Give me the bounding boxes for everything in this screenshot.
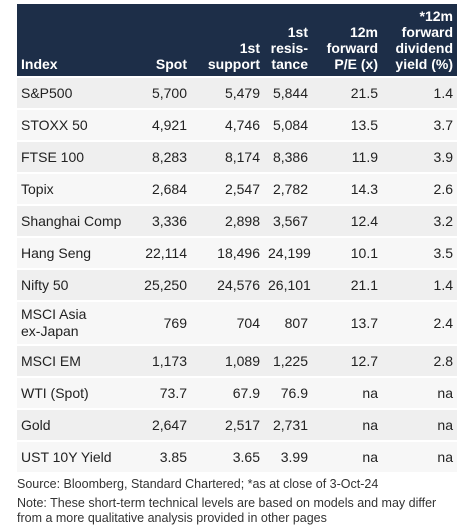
index-name: S&P500 xyxy=(17,76,139,109)
cell: 3.2 xyxy=(382,204,457,237)
cell: na xyxy=(312,376,382,409)
cell: 12.4 xyxy=(312,204,382,237)
cell: 3.85 xyxy=(139,440,191,472)
cell: 10.1 xyxy=(312,236,382,269)
cell: 2.8 xyxy=(382,344,457,377)
cell: 13.5 xyxy=(312,108,382,141)
table-row: Nifty 50 25,250 24,576 26,101 21.1 1.4 xyxy=(17,268,457,301)
header-row: Index Spot 1st support 1st resis- tance 12m … xyxy=(17,4,457,77)
cell: 3.99 xyxy=(264,440,312,472)
cell: 14.3 xyxy=(312,172,382,205)
cell: 704 xyxy=(191,300,264,345)
header-cell: Spot xyxy=(139,4,191,77)
cell: 3.65 xyxy=(191,440,264,472)
index-name: Gold xyxy=(17,408,139,441)
cell: 1.4 xyxy=(382,76,457,109)
index-name: MSCI EM xyxy=(17,344,139,377)
table-row: WTI (Spot) 73.7 67.9 76.9 na na xyxy=(17,376,457,409)
cell: 3.5 xyxy=(382,236,457,269)
cell: 1,173 xyxy=(139,344,191,377)
header-cell: 1st support xyxy=(191,4,264,77)
index-name: WTI (Spot) xyxy=(17,376,139,409)
cell: 22,114 xyxy=(139,236,191,269)
table-container: Index Spot 1st support 1st resis- tance 12m … xyxy=(17,4,457,526)
cell: 5,084 xyxy=(264,108,312,141)
cell: 1,089 xyxy=(191,344,264,377)
cell: 18,496 xyxy=(191,236,264,269)
cell: na xyxy=(382,408,457,441)
cell: 76.9 xyxy=(264,376,312,409)
table-row: S&P500 5,700 5,479 5,844 21.5 1.4 xyxy=(17,76,457,109)
cell: 2,684 xyxy=(139,172,191,205)
cell: 8,174 xyxy=(191,140,264,173)
cell: 2.6 xyxy=(382,172,457,205)
cell: 8,283 xyxy=(139,140,191,173)
header-cell: Index xyxy=(17,4,139,77)
cell: 25,250 xyxy=(139,268,191,301)
index-name: Hang Seng xyxy=(17,236,139,269)
cell: 3,336 xyxy=(139,204,191,237)
cell: 1,225 xyxy=(264,344,312,377)
cell: 3,567 xyxy=(264,204,312,237)
cell: 3.7 xyxy=(382,108,457,141)
cell: na xyxy=(382,440,457,472)
index-name: Topix xyxy=(17,172,139,205)
cell: 3.9 xyxy=(382,140,457,173)
table-row: Gold 2,647 2,517 2,731 na na xyxy=(17,408,457,441)
cell: 5,844 xyxy=(264,76,312,109)
cell: 2,782 xyxy=(264,172,312,205)
cell: 73.7 xyxy=(139,376,191,409)
header-cell: *12m forward dividend yield (%) xyxy=(382,4,457,77)
table-row: MSCI EM 1,173 1,089 1,225 12.7 2.8 xyxy=(17,344,457,377)
cell: 2.4 xyxy=(382,300,457,345)
cell: 2,898 xyxy=(191,204,264,237)
cell: 4,746 xyxy=(191,108,264,141)
table-row: UST 10Y Yield 3.85 3.65 3.99 na na xyxy=(17,440,457,472)
table-row: Shanghai Comp 3,336 2,898 3,567 12.4 3.2 xyxy=(17,204,457,237)
index-name: UST 10Y Yield xyxy=(17,440,139,472)
header-cell: 12m forward P/E (x) xyxy=(312,4,382,77)
index-name: Shanghai Comp xyxy=(17,204,139,237)
cell: 769 xyxy=(139,300,191,345)
index-name: STOXX 50 xyxy=(17,108,139,141)
cell: 2,547 xyxy=(191,172,264,205)
cell: 13.7 xyxy=(312,300,382,345)
table-row: Hang Seng 22,114 18,496 24,199 10.1 3.5 xyxy=(17,236,457,269)
header-cell: 1st resis- tance xyxy=(264,4,312,77)
cell: 24,199 xyxy=(264,236,312,269)
cell: 21.1 xyxy=(312,268,382,301)
cell: 1.4 xyxy=(382,268,457,301)
cell: 2,517 xyxy=(191,408,264,441)
cell: 807 xyxy=(264,300,312,345)
cell: 11.9 xyxy=(312,140,382,173)
cell: 67.9 xyxy=(191,376,264,409)
cell: 2,647 xyxy=(139,408,191,441)
cell: na xyxy=(382,376,457,409)
cell: 2,731 xyxy=(264,408,312,441)
cell: 5,479 xyxy=(191,76,264,109)
cell: 12.7 xyxy=(312,344,382,377)
cell: na xyxy=(312,440,382,472)
cell: 21.5 xyxy=(312,76,382,109)
index-name: MSCI Asia ex-Japan xyxy=(17,300,139,345)
table-row: MSCI Asia ex-Japan 769 704 807 13.7 2.4 xyxy=(17,300,457,345)
index-name: FTSE 100 xyxy=(17,140,139,173)
cell: 26,101 xyxy=(264,268,312,301)
page: Index Spot 1st support 1st resis- tance 12m … xyxy=(17,4,457,525)
table-body: S&P500 5,700 5,479 5,844 21.5 1.4 STOXX 50 4,92… xyxy=(17,76,457,472)
note: Note: These short-term technical levels … xyxy=(17,496,437,525)
index-name: Nifty 50 xyxy=(17,268,139,301)
table-row: STOXX 50 4,921 4,746 5,084 13.5 3.7 xyxy=(17,108,457,141)
cell: 4,921 xyxy=(139,108,191,141)
table-row: FTSE 100 8,283 8,174 8,386 11.9 3.9 xyxy=(17,140,457,173)
table-row: Topix 2,684 2,547 2,782 14.3 2.6 xyxy=(17,172,457,205)
cell: 8,386 xyxy=(264,140,312,173)
cell: 24,576 xyxy=(191,268,264,301)
cell: na xyxy=(312,408,382,441)
cell: 5,700 xyxy=(139,76,191,109)
data-table: Index Spot 1st support 1st resis- tance 12m … xyxy=(17,4,457,472)
